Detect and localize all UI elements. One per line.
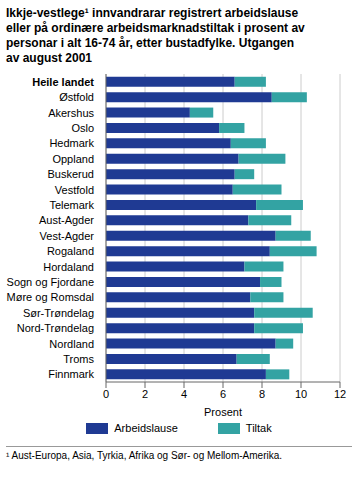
svg-text:Møre og Romsdal: Møre og Romsdal bbox=[8, 291, 94, 303]
svg-text:Oslo: Oslo bbox=[71, 122, 94, 134]
svg-text:Sør-Trøndelag: Sør-Trøndelag bbox=[23, 307, 94, 319]
svg-text:Buskerud: Buskerud bbox=[48, 168, 94, 180]
svg-text:Telemark: Telemark bbox=[49, 199, 94, 211]
svg-text:8: 8 bbox=[259, 388, 265, 400]
html-text:Arbeidslause: Arbeidslause bbox=[114, 422, 178, 434]
svg-text:12: 12 bbox=[334, 388, 346, 400]
svg-text:2: 2 bbox=[142, 388, 148, 400]
svg-text:Vestfold: Vestfold bbox=[55, 184, 94, 196]
svg-text:0: 0 bbox=[103, 388, 109, 400]
svg-text:10: 10 bbox=[295, 388, 307, 400]
svg-text:Prosent: Prosent bbox=[204, 406, 242, 418]
html-text:Tiltak: Tiltak bbox=[245, 422, 272, 434]
html-text:Ikkje-vestlege¹ innvandrarar r: Ikkje-vestlege¹ innvandrarar registrert … bbox=[6, 6, 305, 65]
svg-text:Heile landet: Heile landet bbox=[32, 76, 94, 88]
svg-text:Oppland: Oppland bbox=[52, 153, 94, 165]
svg-text:Finnmark: Finnmark bbox=[48, 368, 94, 380]
svg-text:Akershus: Akershus bbox=[48, 107, 94, 119]
svg-text:Aust-Agder: Aust-Agder bbox=[39, 214, 94, 226]
svg-text:Nord-Trøndelag: Nord-Trøndelag bbox=[17, 322, 94, 334]
svg-text:Troms: Troms bbox=[63, 353, 94, 365]
svg-text:Vest-Agder: Vest-Agder bbox=[40, 230, 95, 242]
svg-text:Hordaland: Hordaland bbox=[43, 261, 94, 273]
svg-text:Nordland: Nordland bbox=[49, 338, 94, 350]
svg-text:Sogn og Fjordane: Sogn og Fjordane bbox=[8, 276, 94, 288]
html-text:¹ Aust-Europa, Asia, Tyrkia, A: ¹ Aust-Europa, Asia, Tyrkia, Afrika og S… bbox=[6, 450, 282, 461]
svg-text:Østfold: Østfold bbox=[59, 91, 94, 103]
svg-text:4: 4 bbox=[181, 388, 187, 400]
svg-text:Hedmark: Hedmark bbox=[49, 137, 94, 149]
svg-text:6: 6 bbox=[220, 388, 226, 400]
svg-text:Rogaland: Rogaland bbox=[47, 245, 94, 257]
